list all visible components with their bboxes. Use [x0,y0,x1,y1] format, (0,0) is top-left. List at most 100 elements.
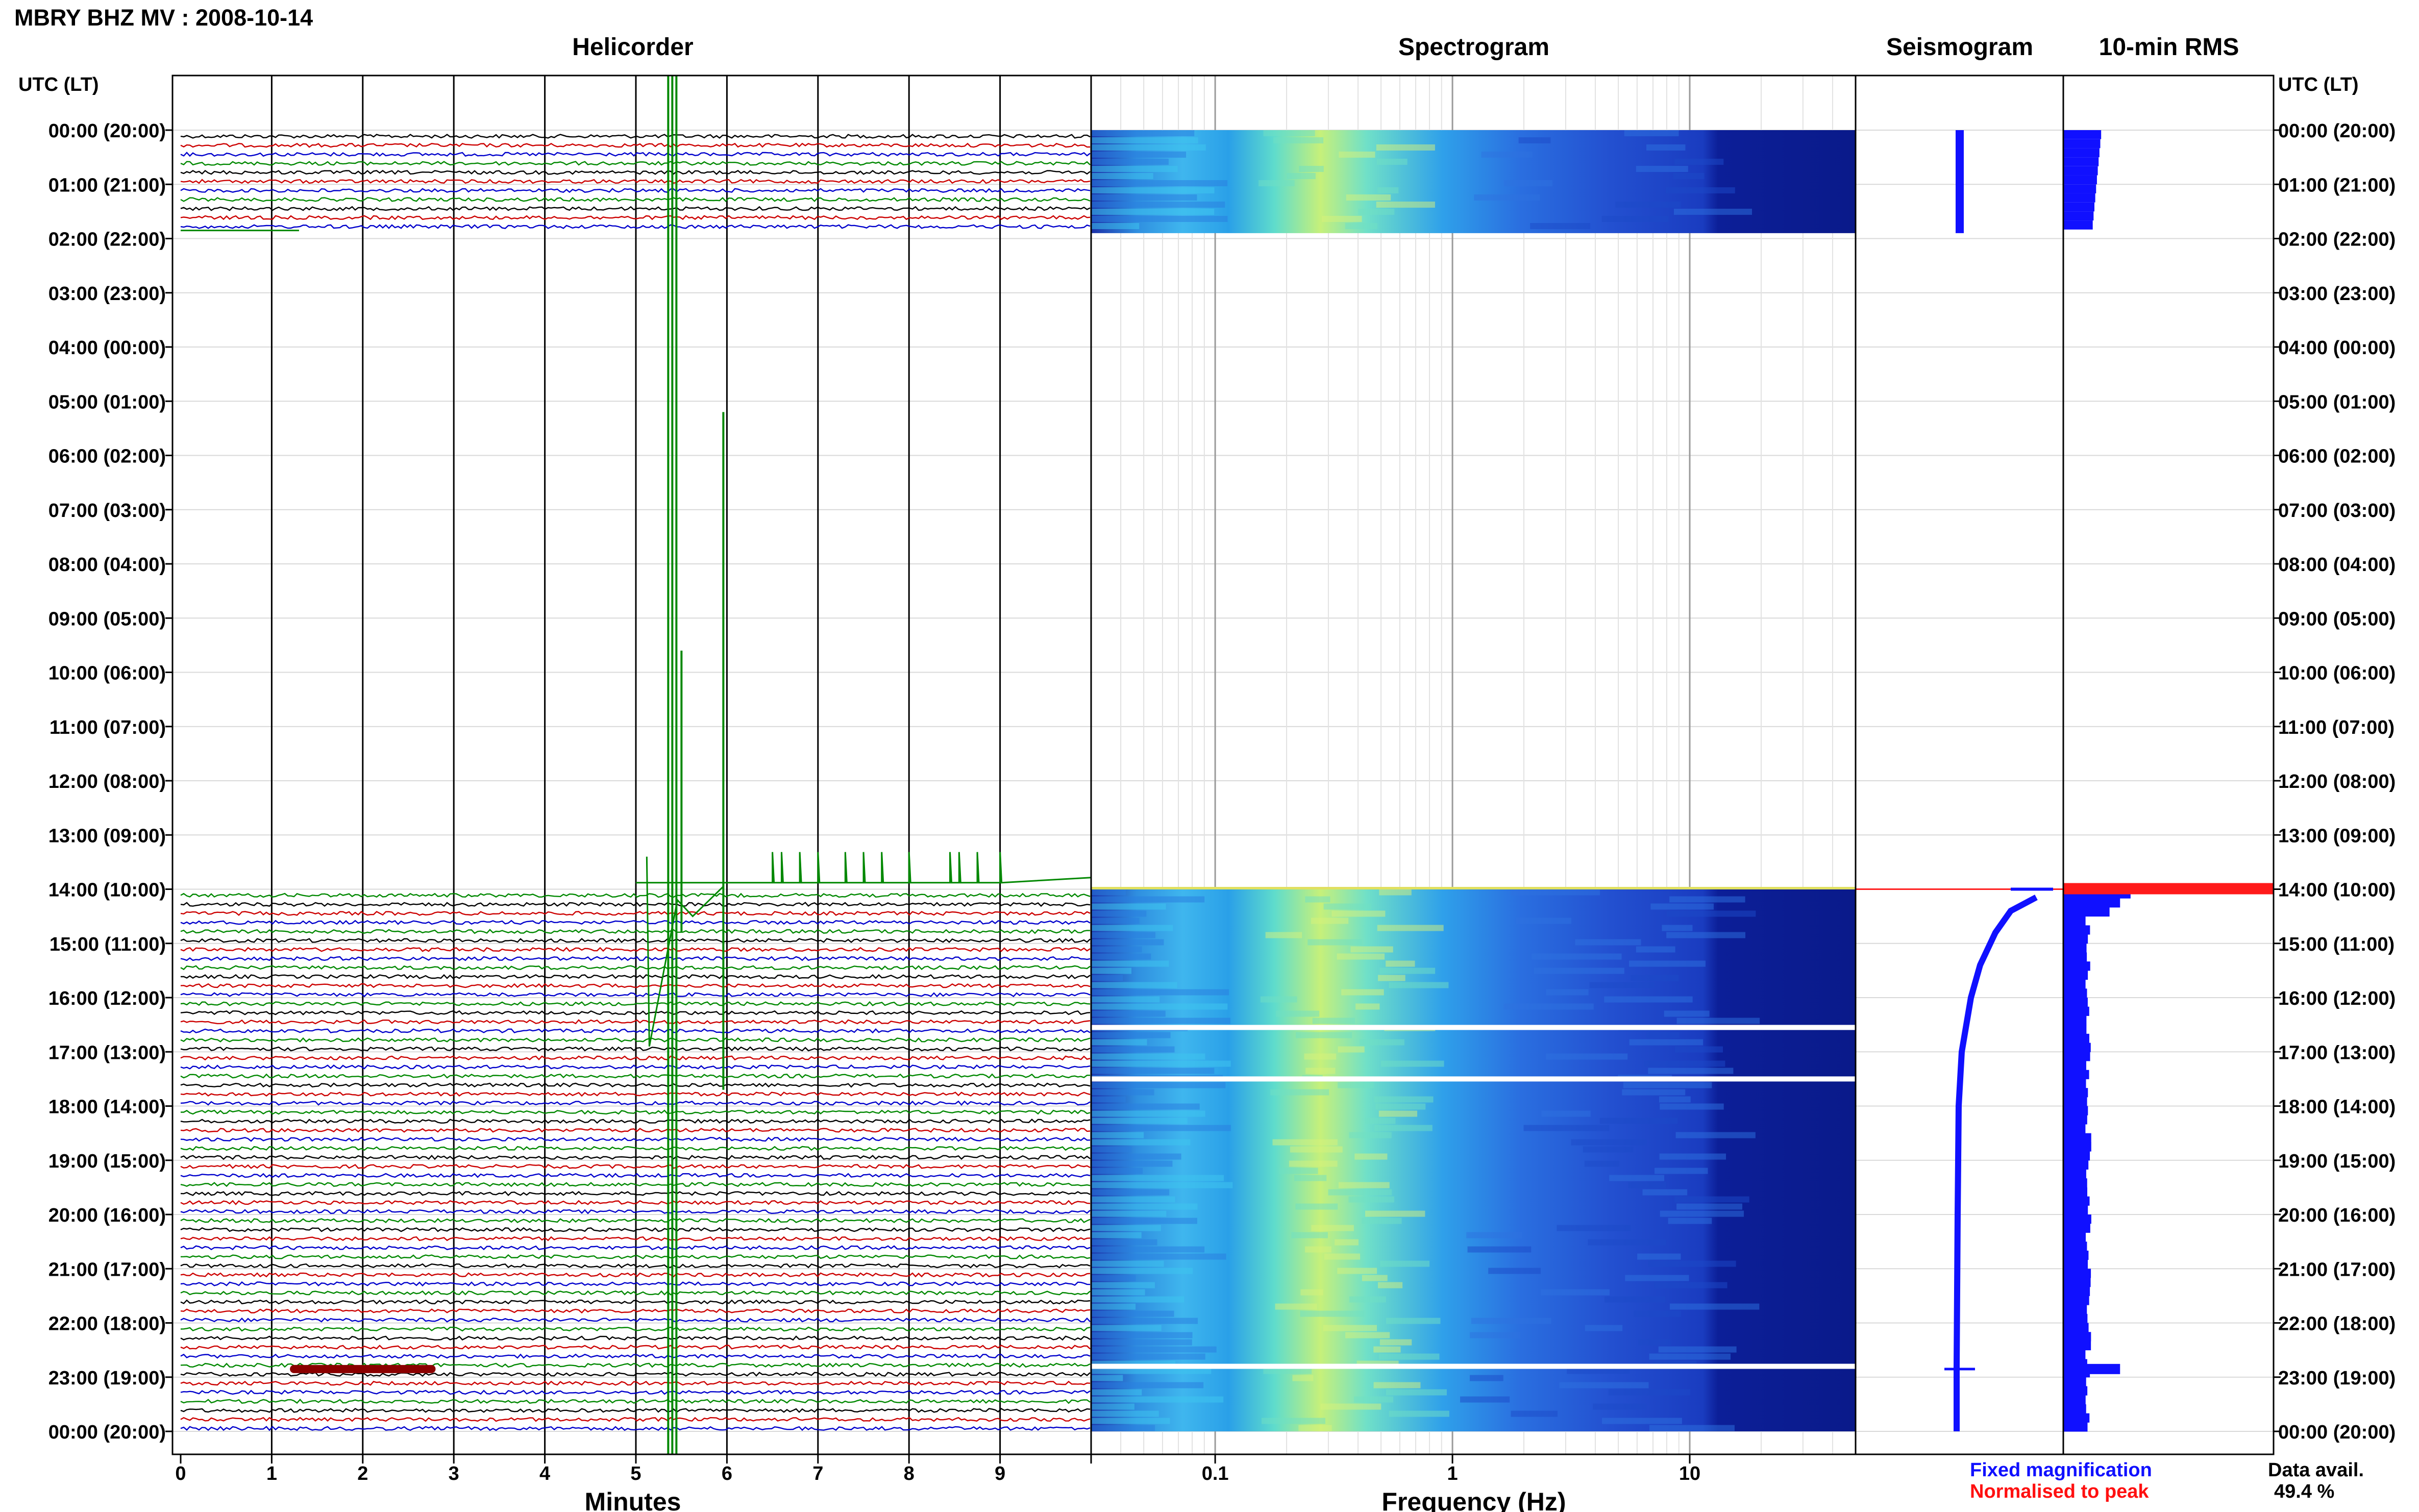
helicorder-trace [180,1290,1091,1296]
spectrogram-texture [1272,1139,1338,1146]
rms-bar [2063,1332,2091,1342]
spectrogram-texture [1091,1053,1205,1060]
spectrogram-tick-label: 10 [1679,1463,1700,1484]
spectrogram-texture [1263,130,1315,136]
spectrogram-texture [1676,1203,1743,1210]
spectrogram-texture [1091,1325,1162,1331]
time-label-left: 00:00 (20:00) [48,120,166,142]
spectrogram-texture [1091,144,1206,151]
spectrogram-texture [1637,1253,1681,1260]
spectrogram-texture [1623,1082,1712,1088]
spectrogram-texture [1599,1118,1678,1124]
spectrogram-texture [1642,1189,1688,1196]
time-label-right: 05:00 (01:00) [2278,391,2396,413]
helicorder-trace [180,1263,1091,1269]
rms-bar [2063,1413,2090,1423]
spectrogram-texture [1659,1096,1691,1103]
spectrogram-texture [1091,1018,1230,1024]
spectrogram-texture [1091,1046,1175,1053]
rms-bar [2063,1006,2089,1016]
rms-bar-peak [2063,883,2274,895]
spectrogram-texture [1373,1382,1421,1389]
helicorder-tick-label: 1 [266,1463,277,1484]
spectrogram-texture [1604,996,1693,1003]
time-label-right: 06:00 (02:00) [2278,446,2396,467]
spectrogram-texture [1466,1232,1522,1238]
rms-bar [2063,907,2110,917]
spectrogram-texture [1376,202,1435,208]
spectrogram-texture [1091,1096,1126,1103]
spectrogram-texture [1276,1010,1320,1017]
rms-bar [2063,943,2087,953]
spectrogram-texture [1091,1346,1217,1353]
helicorder-trace [180,910,1091,916]
rms-bar [2063,1133,2091,1143]
helicorder-trace [180,983,1091,988]
spectrogram-texture [1091,1003,1228,1010]
spectrogram-texture [1571,1139,1647,1146]
spectrogram-texture [1358,209,1395,215]
helicorder-trace [180,1417,1091,1422]
spectrogram-texture [1091,1132,1144,1138]
spectrogram-texture [1625,1275,1689,1281]
rms-bar [2063,1079,2086,1088]
spectrogram-texture [1377,1282,1403,1288]
helicorder-tick-label: 2 [357,1463,368,1484]
helicorder-event-tremor [290,1365,436,1373]
rms-bar [2063,1313,2088,1323]
helicorder-tick-label: 5 [630,1463,641,1484]
spectrogram-texture [1634,1310,1681,1317]
spectrogram-texture [1091,1039,1147,1046]
rms-bar [2063,1097,2087,1106]
spectrogram-texture [1270,1089,1329,1096]
spectrogram-texture [1091,159,1169,165]
spectrogram-texture [1470,1375,1503,1381]
spectrogram-texture [1091,166,1178,172]
time-label-left: 03:00 (23:00) [48,283,166,305]
spectrogram-texture [1091,932,1155,938]
spectrogram-texture [1559,1382,1649,1389]
spectrogram-texture [1624,130,1679,136]
spectrogram-texture [1299,166,1324,172]
helicorder-trace [180,1227,1091,1232]
spectrogram-texture [1091,1139,1191,1146]
spectrogram-texture [1667,910,1756,917]
time-label-left: 22:00 (18:00) [48,1313,166,1335]
spectrogram-texture [1589,982,1655,988]
helicorder-trace [180,929,1091,934]
spectrogram-texture [1348,1196,1394,1203]
time-label-right: 22:00 (18:00) [2278,1313,2396,1335]
spectrogram-texture [1258,180,1295,186]
spectrogram-texture [1546,1053,1628,1060]
rms-bar [2063,1033,2089,1044]
spectrogram-texture [1518,137,1551,143]
spectrogram-texture [1354,1396,1394,1403]
spectrogram-texture [1263,1368,1312,1374]
helicorder-tick-label: 7 [812,1463,823,1484]
spectrogram-texture [1467,1246,1532,1253]
helicorder-trace [180,206,1091,211]
spectrogram-texture [1091,1382,1204,1389]
rms-bar [2063,1422,2088,1432]
helicorder-trace [180,1001,1091,1006]
rms-bar [2063,925,2090,935]
time-label-left: 00:00 (20:00) [48,1422,166,1443]
spectrogram-texture [1666,932,1745,938]
helicorder-trace [180,1344,1091,1350]
spectrogram-texture [1628,1182,1666,1188]
time-label-right: 16:00 (12:00) [2278,988,2396,1009]
rms-bar [2063,1377,2086,1386]
spectrogram-texture [1346,194,1391,201]
spectrogram-texture [1378,1353,1440,1360]
spectrogram-texture [1622,1089,1686,1096]
rms-bar [2063,1223,2090,1233]
spectrogram-texture [1503,1003,1594,1010]
spectrogram-texture [1091,1268,1193,1274]
spectrogram-texture [1646,144,1686,151]
spectrogram-texture [1648,1260,1736,1267]
spectrogram-texture [1091,1232,1142,1238]
rms-bar [2063,1250,2089,1260]
spectrogram-texture [1091,1010,1166,1017]
helicorder-trace [180,1163,1091,1169]
spectrogram-texture [1291,1232,1328,1238]
